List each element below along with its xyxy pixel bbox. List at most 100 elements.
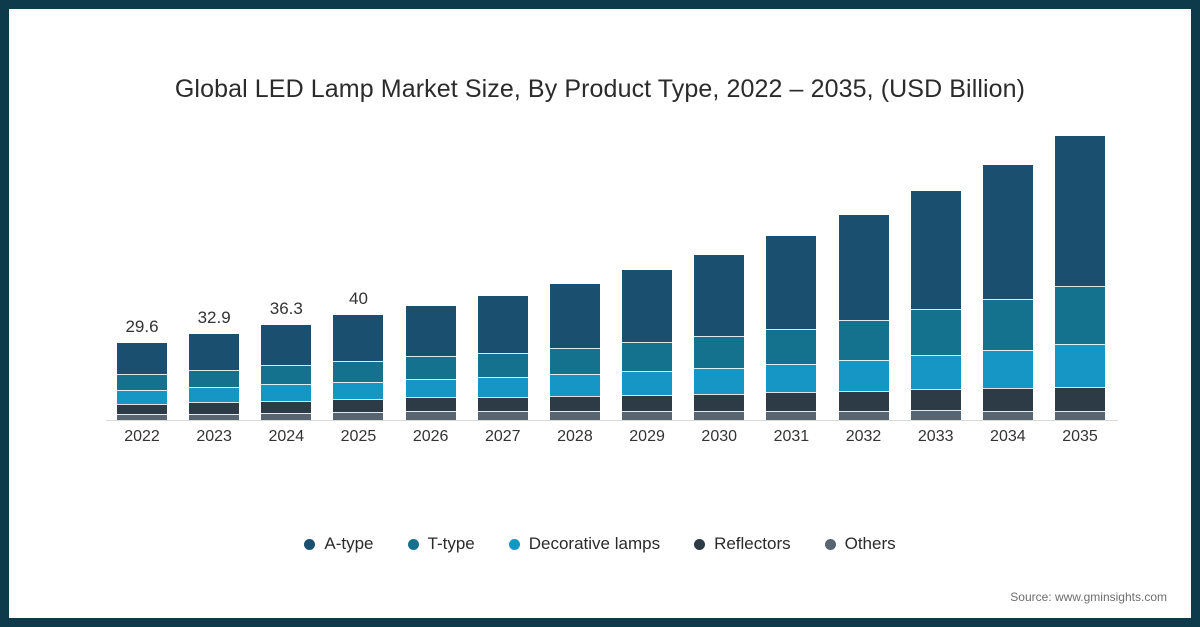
bar-segment-reflectors[interactable] — [838, 390, 889, 411]
bar-segment-a-type[interactable] — [477, 296, 528, 353]
bar-group[interactable]: 32.9 — [189, 308, 240, 421]
bar-segment-others[interactable] — [477, 411, 528, 421]
bar-group[interactable] — [477, 296, 528, 421]
bar-segment-decorative-lamps[interactable] — [982, 349, 1033, 388]
bar-segment-reflectors[interactable] — [117, 403, 167, 415]
bar-segment-a-type[interactable] — [694, 255, 745, 337]
bar-segment-t-type[interactable] — [189, 369, 240, 388]
bar-segment-reflectors[interactable] — [910, 389, 961, 411]
bar-segment-a-type[interactable] — [910, 191, 961, 310]
legend-item-decorative-lamps[interactable]: Decorative lamps — [508, 534, 660, 554]
bar-group[interactable]: 29.6 — [117, 317, 167, 421]
bar-segment-others[interactable] — [622, 411, 673, 421]
bar-group[interactable] — [838, 215, 889, 421]
bar-segment-a-type[interactable] — [405, 306, 456, 357]
bar-segment-a-type[interactable] — [117, 343, 167, 375]
bar-segment-others[interactable] — [694, 410, 745, 421]
bar-segment-a-type[interactable] — [189, 334, 240, 370]
bar-segment-reflectors[interactable] — [694, 393, 745, 411]
chart-legend: A-type T-type Decorative lamps Reflectors Ot… — [9, 534, 1191, 554]
bar-segment-decorative-lamps[interactable] — [405, 378, 456, 398]
bar-segment-others[interactable] — [189, 413, 240, 421]
legend-item-t-type[interactable]: T-type — [407, 534, 475, 554]
bar-group[interactable] — [549, 284, 600, 421]
bar-segment-a-type[interactable] — [838, 215, 889, 320]
bar-segment-reflectors[interactable] — [405, 397, 456, 411]
bar-segment-t-type[interactable] — [982, 298, 1033, 350]
bar-segment-reflectors[interactable] — [333, 398, 384, 412]
bar-segment-decorative-lamps[interactable] — [117, 390, 167, 404]
bar-stack — [622, 270, 673, 421]
bar-group[interactable] — [405, 306, 456, 421]
bar-segment-decorative-lamps[interactable] — [477, 377, 528, 398]
bar-group[interactable] — [766, 236, 817, 421]
bar-group[interactable] — [622, 270, 673, 421]
bar-segment-reflectors[interactable] — [549, 395, 600, 412]
bar-segment-a-type[interactable] — [333, 315, 384, 361]
bar-segment-reflectors[interactable] — [622, 394, 673, 412]
bar-segment-reflectors[interactable] — [477, 397, 528, 412]
bar-segment-a-type[interactable] — [982, 165, 1033, 299]
bar-segment-t-type[interactable] — [910, 309, 961, 355]
bar-segment-t-type[interactable] — [1055, 286, 1105, 345]
legend-item-others[interactable]: Others — [824, 534, 896, 554]
bar-segment-a-type[interactable] — [622, 270, 673, 343]
bar-segment-others[interactable] — [261, 412, 312, 421]
bar-segment-a-type[interactable] — [549, 284, 600, 349]
bar-segment-others[interactable] — [910, 410, 961, 421]
bar-segment-reflectors[interactable] — [982, 387, 1033, 411]
x-axis-label: 2026 — [412, 428, 449, 445]
bar-segment-decorative-lamps[interactable] — [910, 354, 961, 389]
bar-segment-a-type[interactable] — [766, 236, 817, 329]
bar-segment-reflectors[interactable] — [1055, 386, 1105, 411]
bar-stack — [910, 191, 961, 421]
bar-group[interactable]: 36.3 — [261, 299, 312, 421]
bar-group[interactable] — [694, 255, 745, 421]
bar-segment-others[interactable] — [333, 411, 384, 421]
bar-segment-reflectors[interactable] — [189, 402, 240, 414]
bar-group[interactable] — [982, 165, 1033, 421]
legend-swatch-icon — [508, 538, 520, 550]
bar-segment-decorative-lamps[interactable] — [549, 374, 600, 396]
bar-segment-t-type[interactable] — [405, 356, 456, 379]
bar-segment-t-type[interactable] — [766, 328, 817, 365]
bar-segment-reflectors[interactable] — [261, 400, 312, 413]
legend-item-reflectors[interactable]: Reflectors — [694, 534, 791, 554]
bar-segment-others[interactable] — [1055, 410, 1105, 421]
bar-segment-others[interactable] — [982, 410, 1033, 421]
bar-segment-t-type[interactable] — [622, 342, 673, 372]
bar-group[interactable] — [1055, 136, 1105, 421]
bar-value-label: 40 — [348, 289, 368, 308]
bar-segment-others[interactable] — [549, 411, 600, 421]
bar-segment-t-type[interactable] — [333, 360, 384, 382]
bar-segment-others[interactable] — [766, 411, 817, 421]
bar-stack — [766, 236, 817, 421]
bar-segment-decorative-lamps[interactable] — [838, 359, 889, 391]
x-axis-label: 2033 — [917, 428, 954, 445]
bar-segment-decorative-lamps[interactable] — [694, 368, 745, 394]
bar-segment-decorative-lamps[interactable] — [333, 381, 384, 399]
legend-label: Reflectors — [714, 534, 791, 553]
bar-segment-decorative-lamps[interactable] — [1055, 344, 1105, 387]
bar-segment-t-type[interactable] — [838, 319, 889, 360]
bar-segment-others[interactable] — [405, 410, 456, 421]
bar-segment-t-type[interactable] — [477, 352, 528, 378]
bar-value-label: 29.6 — [125, 317, 159, 336]
bar-segment-t-type[interactable] — [261, 365, 312, 385]
bar-segment-a-type[interactable] — [261, 325, 312, 366]
bar-segment-others[interactable] — [838, 410, 889, 421]
legend-label: Others — [844, 534, 896, 553]
bar-group[interactable] — [910, 191, 961, 421]
bar-segment-t-type[interactable] — [549, 348, 600, 375]
bar-segment-t-type[interactable] — [694, 336, 745, 369]
bar-segment-others[interactable] — [117, 414, 167, 421]
bar-group[interactable]: 40 — [333, 289, 384, 421]
bar-segment-decorative-lamps[interactable] — [261, 384, 312, 401]
bar-segment-t-type[interactable] — [117, 374, 167, 391]
legend-item-a-type[interactable]: A-type — [304, 534, 374, 554]
bar-segment-decorative-lamps[interactable] — [766, 364, 817, 393]
bar-segment-reflectors[interactable] — [766, 392, 817, 412]
bar-segment-decorative-lamps[interactable] — [189, 387, 240, 403]
bar-segment-decorative-lamps[interactable] — [622, 371, 673, 395]
bar-segment-a-type[interactable] — [1055, 136, 1105, 287]
